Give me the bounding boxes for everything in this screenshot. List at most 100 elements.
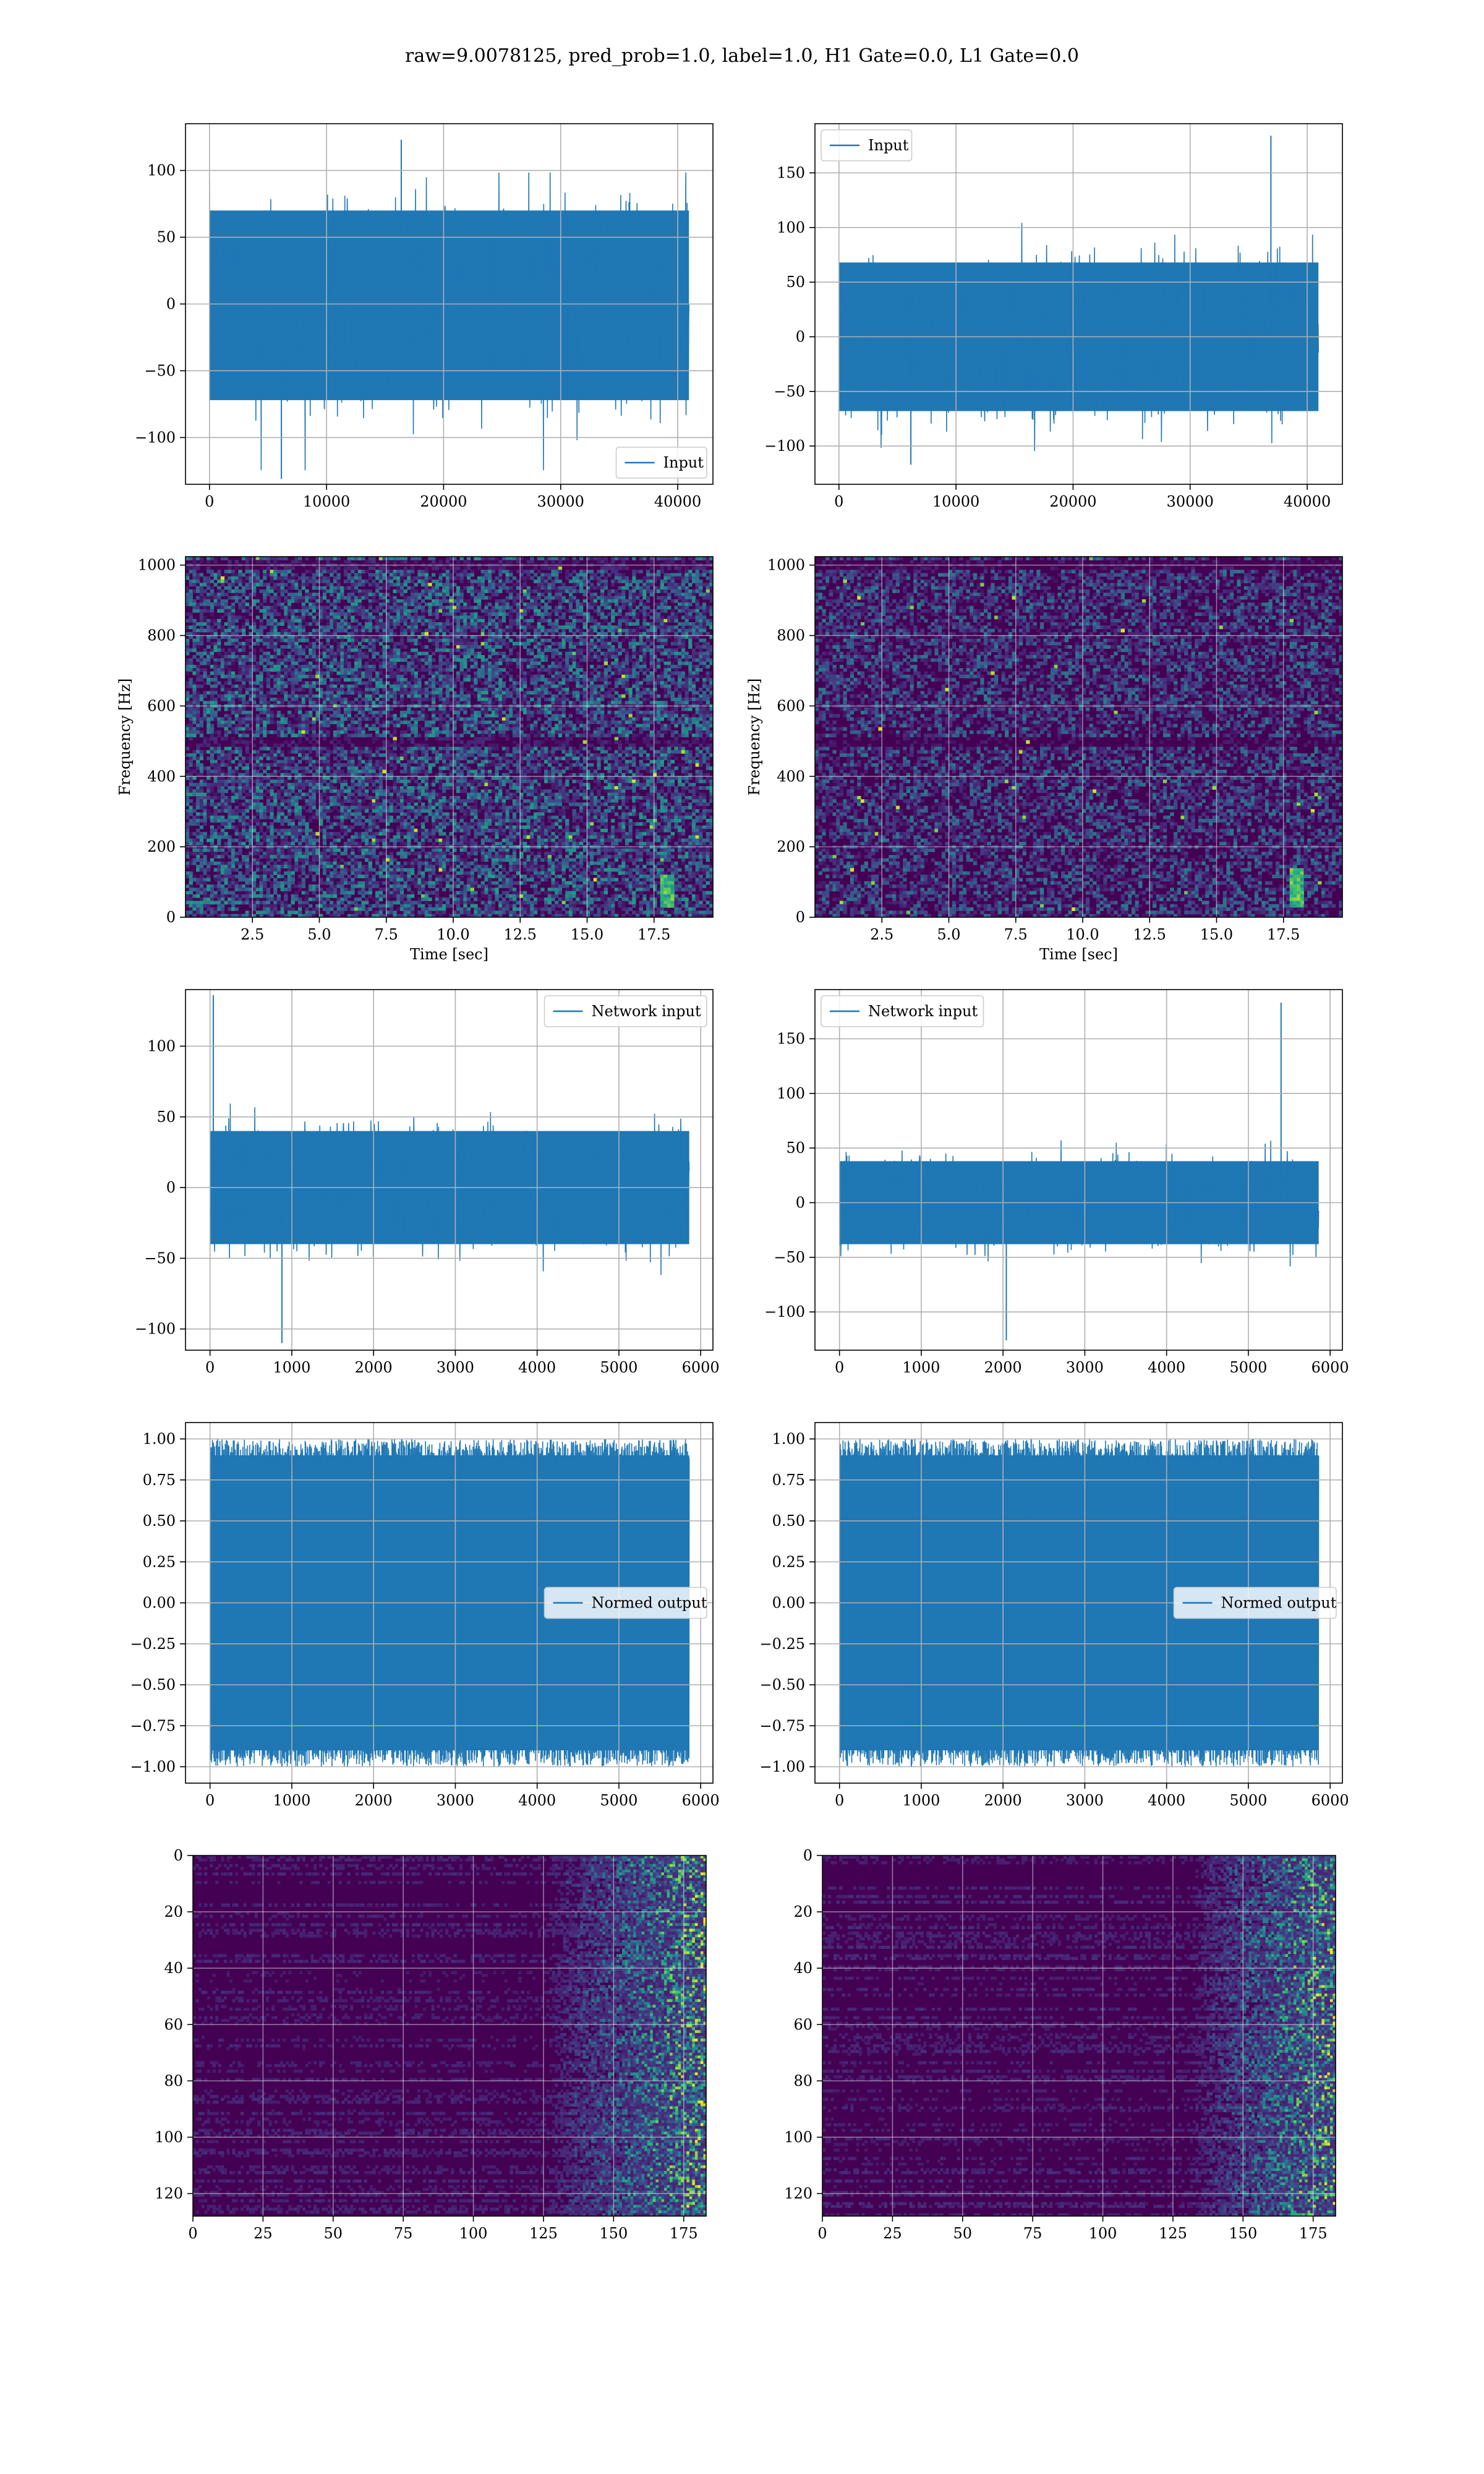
spectrogram-h1-cell <box>509 638 513 643</box>
spectrogram-h1-cell <box>702 570 707 574</box>
spectrogram-h1-cell <box>435 631 440 636</box>
spectrogram-h1-cell <box>224 580 228 583</box>
spectrogram-h1-cell <box>305 694 309 698</box>
spectrogram-h1-cell <box>280 648 284 653</box>
spectrogram-h1-cell <box>266 609 271 613</box>
spectrogram-h1-cell <box>537 655 541 659</box>
spectrogram-h1-cell <box>625 618 629 623</box>
spectrogram-h1-cell <box>614 697 619 701</box>
spectrogram-h1-cell <box>375 635 380 640</box>
spectrogram-h1-cell <box>382 631 386 636</box>
spectrogram-h1-cell <box>428 609 432 613</box>
spectrogram-h1-cell <box>270 691 274 695</box>
spectrogram-h1-cell <box>488 586 492 590</box>
spectrogram-h1-cell <box>234 586 239 590</box>
spectrogram-h1-cell <box>547 566 552 570</box>
spectrogram-h1-cell <box>428 697 432 701</box>
spectrogram-h1-cell <box>607 599 612 603</box>
spectrogram-h1-cell <box>519 697 524 701</box>
spectrogram-h1-cell <box>294 593 299 597</box>
spectrogram-h1-cell <box>709 573 713 577</box>
spectrogram-h1-cell <box>600 566 605 570</box>
spectrogram-h1-cell <box>347 612 351 616</box>
spectrogram-h1-cell <box>421 589 425 593</box>
spectrogram-h1-cell <box>579 658 584 662</box>
spectrogram-h1-cell <box>688 707 693 711</box>
spectrogram-h1-cell <box>576 668 580 672</box>
spectrogram-h1-cell <box>417 570 422 574</box>
spectrogram-h1-cell <box>526 573 531 577</box>
spectrogram-h1-cell <box>382 645 386 649</box>
spectrogram-h1-cell <box>207 707 211 711</box>
spectrogram-h1-cell <box>505 596 510 600</box>
spectrogram-h1-cell <box>442 697 446 701</box>
spectrogram-h1-cell <box>678 576 682 580</box>
spectrogram-h1-cell <box>670 573 675 577</box>
spectrogram-h1-cell <box>607 694 612 698</box>
spectrogram-h1-cell <box>621 589 626 593</box>
spectrogram-h1-cell <box>234 638 239 643</box>
spectrogram-h1-cell <box>301 664 305 669</box>
spectrogram-h1-cell <box>319 668 323 672</box>
spectrogram-h1-cell <box>410 701 415 705</box>
spectrogram-h1-cell <box>526 648 531 653</box>
spectrogram-h1-cell <box>484 684 488 688</box>
spectrogram-h1-cell <box>255 560 260 564</box>
spectrogram-h1-cell <box>213 631 218 636</box>
spectrogram-h1-cell <box>312 684 317 688</box>
spectrogram-h1-cell <box>484 622 488 626</box>
input-h1-xtick-label: 10000 <box>303 493 350 510</box>
spectrogram-h1-cell <box>393 664 397 669</box>
spectrogram-h1-cell <box>361 681 365 685</box>
spectrogram-h1-cell <box>484 664 488 669</box>
spectrogram-h1-cell <box>238 674 242 678</box>
spectrogram-h1-cell <box>695 674 699 678</box>
spectrogram-h1-cell <box>582 570 587 574</box>
spectrogram-h1-cell <box>589 583 594 587</box>
spectrogram-h1-cell <box>516 560 520 564</box>
spectrogram-h1-cell <box>589 573 594 577</box>
spectrogram-h1-cell <box>266 622 271 626</box>
spectrogram-h1-cell <box>646 631 650 636</box>
spectrogram-h1-cell <box>459 638 464 643</box>
spectrogram-h1-cell <box>361 638 365 643</box>
spectrogram-h1-cell <box>699 566 703 570</box>
spectrogram-h1-cell <box>192 622 197 626</box>
spectrogram-h1-cell <box>241 671 246 675</box>
spectrogram-h1-cell <box>576 625 580 630</box>
spectrogram-h1-cell <box>551 583 555 587</box>
spectrogram-h1-cell <box>410 704 415 708</box>
spectrogram-h1-cell <box>365 612 369 616</box>
spectrogram-h1-cell <box>653 704 657 708</box>
spectrogram-h1-cell <box>266 668 271 672</box>
spectrogram-h1-cell <box>213 645 218 649</box>
spectrogram-h1-cell <box>555 557 559 560</box>
spectrogram-h1-cell <box>241 631 246 636</box>
spectrogram-h1-cell <box>491 563 496 567</box>
spectrogram-h1-cell <box>231 625 236 630</box>
spectrogram-h1-cell <box>484 661 488 666</box>
spectrogram-h1-cell <box>649 631 654 636</box>
spectrogram-h1-cell <box>516 674 520 678</box>
spectrogram-h1-cell <box>252 573 257 577</box>
spectrogram-h1-cell <box>691 580 696 583</box>
spectrogram-h1-cell <box>309 655 313 659</box>
spectrogram-h1-cell <box>540 566 545 570</box>
spectrogram-h1-cell <box>660 671 664 675</box>
spectrogram-h1-cell <box>449 681 453 685</box>
spectrogram-h1-cell <box>632 681 636 685</box>
spectrogram-h1-cell <box>273 704 278 708</box>
spectrogram-h1-cell <box>678 651 682 656</box>
spectrogram-h1-cell <box>558 691 563 695</box>
spectrogram-h1-cell <box>210 678 215 682</box>
spectrogram-h1-cell <box>509 668 513 672</box>
spectrogram-h1-cell <box>572 612 576 616</box>
spectrogram-h1-cell <box>382 593 386 597</box>
spectrogram-h1-cell <box>709 645 713 649</box>
spectrogram-h1-cell <box>681 599 686 603</box>
spectrogram-h1-cell <box>526 707 531 711</box>
spectrogram-h1-cell <box>241 648 246 653</box>
spectrogram-h1-cell <box>463 648 467 653</box>
spectrogram-h1-cell <box>305 684 309 688</box>
spectrogram-h1-cell <box>428 583 432 587</box>
